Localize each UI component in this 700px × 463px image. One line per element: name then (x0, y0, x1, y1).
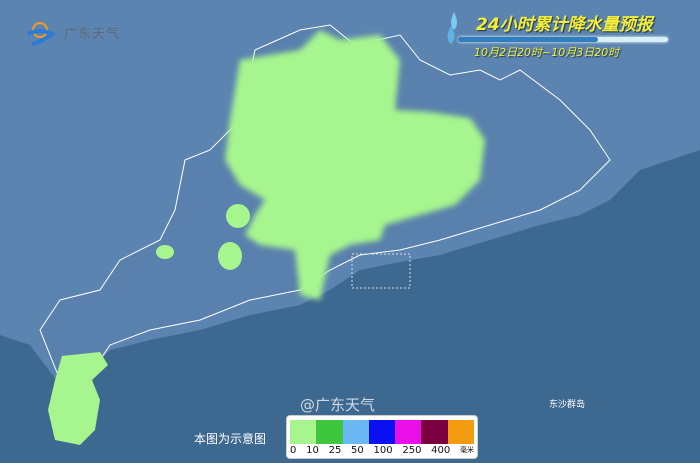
schematic-note: 本图为示意图 (194, 432, 267, 446)
legend-swatch (290, 420, 317, 444)
legend-tick: 10 (306, 445, 319, 456)
legend-swatch (342, 420, 369, 444)
logo: 广东天气 (22, 18, 120, 46)
legend-swatch (316, 420, 343, 444)
map-title: 24小时累计降水量预报 (476, 15, 653, 35)
legend-tick: 400 (431, 445, 451, 456)
hk-macau-box (351, 253, 411, 289)
legend-tick: 50 (351, 445, 364, 456)
legend-tick: 250 (402, 445, 422, 456)
forecast-period: 10月2日20时~10月3日20时 (474, 46, 620, 59)
sun-wave-logo-icon (27, 22, 56, 46)
title-underline-bar (458, 37, 668, 42)
raindrop-icon (447, 12, 457, 44)
legend-swatch (447, 420, 474, 444)
legend-tick: 100 (373, 445, 393, 456)
legend-tick: 0 (290, 445, 297, 456)
island-label: 东沙群岛 (549, 400, 586, 410)
legend-swatch (368, 420, 396, 444)
watermark: @广东天气 (300, 396, 376, 414)
precipitation-legend: 0 10 25 50 100 250 400 毫米 (286, 415, 478, 459)
legend-tick: 25 (328, 445, 342, 456)
legend-swatch (395, 420, 422, 444)
logo-text: 广东天气 (64, 26, 121, 42)
rain-area-0-10mm (48, 30, 485, 445)
legend-swatch (421, 420, 448, 444)
legend-unit: 毫米 (460, 446, 474, 454)
